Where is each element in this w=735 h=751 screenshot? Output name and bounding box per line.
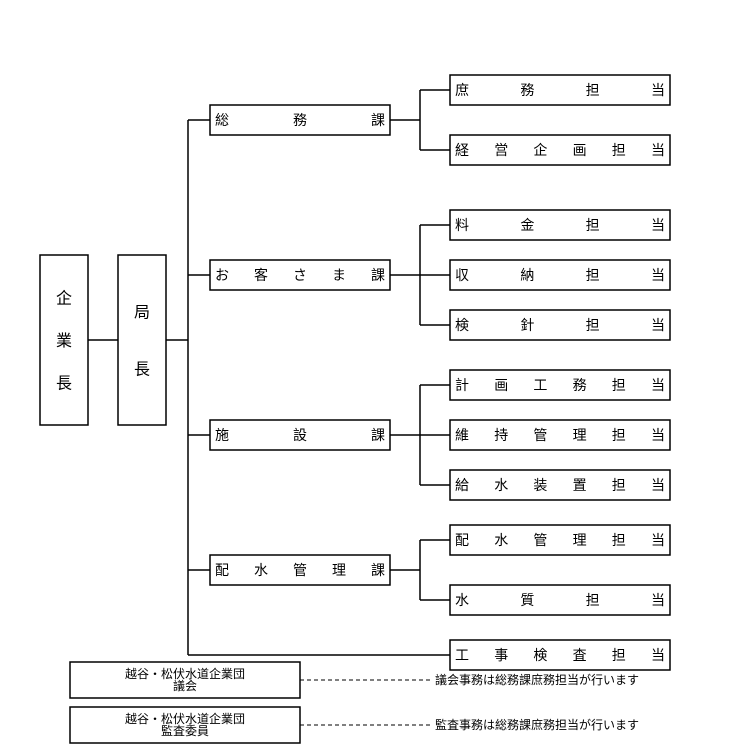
dept3-label: 施 [215, 427, 229, 443]
t8-label: 装 [533, 477, 547, 493]
t11-box [450, 640, 670, 670]
chief-label: 長 [134, 360, 150, 378]
t6-label: 画 [494, 377, 508, 393]
t9-label: 担 [612, 532, 626, 548]
dept4-label: 配 [215, 562, 229, 578]
dept2-label: 客 [254, 267, 268, 283]
t5-label: 担 [586, 317, 600, 333]
chief-label: 局 [134, 305, 150, 322]
t2-label: 担 [612, 142, 626, 158]
root-label: 長 [56, 375, 72, 393]
dept2-label: お [215, 267, 229, 283]
t8-label: 給 [455, 477, 469, 493]
t1-label: 庶 [455, 82, 469, 98]
t8-label: 当 [651, 477, 665, 493]
t9-label: 管 [533, 532, 547, 548]
t3-label: 当 [651, 217, 665, 233]
t11-label: 査 [573, 647, 587, 663]
t2-label: 経 [455, 142, 469, 158]
chief-box [118, 255, 166, 425]
dept1-label: 総 [215, 112, 229, 128]
t5-label: 当 [651, 317, 665, 333]
t3-label: 金 [520, 217, 534, 233]
footer-note-0: 議会事務は総務課庶務担当が行います [435, 672, 639, 687]
t6-label: 工 [533, 377, 547, 393]
t11-label: 当 [651, 647, 665, 663]
dept4-label: 理 [332, 562, 346, 578]
t10-label: 当 [651, 592, 665, 608]
t9-label: 水 [494, 532, 508, 548]
t8-label: 置 [573, 477, 587, 493]
t4-label: 収 [455, 267, 469, 283]
dept3-label: 課 [371, 427, 385, 443]
t5-label: 検 [455, 317, 469, 333]
t6-label: 計 [455, 377, 469, 393]
dept2-label: 課 [371, 267, 385, 283]
t6-label: 担 [612, 377, 626, 393]
t9-box [450, 525, 670, 555]
t8-box [450, 470, 670, 500]
t6-box [450, 370, 670, 400]
t11-label: 工 [455, 647, 469, 663]
dept2-label: さ [293, 267, 307, 283]
t1-box [450, 75, 670, 105]
t4-label: 担 [586, 267, 600, 283]
t8-label: 水 [494, 477, 508, 493]
root-label: 企 [56, 290, 72, 308]
t3-label: 担 [586, 217, 600, 233]
root-label: 業 [56, 332, 72, 350]
dept4-label: 水 [254, 562, 268, 578]
t7-box [450, 420, 670, 450]
org-chart: 企業長局長総務課お客さま課施設課配水管理課庶務担当経営企画担当料金担当収納担当検… [0, 0, 735, 751]
dept1-label: 務 [293, 112, 307, 128]
t10-label: 質 [520, 592, 534, 608]
t9-label: 当 [651, 532, 665, 548]
t2-label: 画 [573, 142, 587, 158]
t9-label: 理 [573, 532, 587, 548]
t10-box [450, 585, 670, 615]
t11-label: 事 [494, 647, 508, 663]
t6-label: 当 [651, 377, 665, 393]
dept2-label: ま [332, 267, 346, 283]
t7-label: 理 [573, 427, 587, 443]
t7-label: 持 [494, 427, 508, 443]
footer-box-1-line1: 監査委員 [161, 723, 209, 738]
t5-box [450, 310, 670, 340]
t4-label: 当 [651, 267, 665, 283]
t4-label: 納 [520, 267, 534, 283]
t7-label: 管 [533, 427, 547, 443]
t11-label: 検 [533, 647, 547, 663]
t3-label: 料 [455, 217, 469, 233]
t2-label: 企 [533, 142, 547, 158]
t7-label: 維 [455, 427, 469, 443]
t2-box [450, 135, 670, 165]
t3-box [450, 210, 670, 240]
t1-label: 務 [520, 82, 534, 98]
t1-label: 担 [586, 82, 600, 98]
t10-label: 担 [586, 592, 600, 608]
t7-label: 担 [612, 427, 626, 443]
dept3-label: 設 [293, 427, 307, 443]
t2-label: 営 [494, 142, 508, 158]
t10-label: 水 [455, 592, 469, 608]
footer-box-0-line1: 議会 [173, 679, 197, 693]
t9-label: 配 [455, 532, 469, 548]
dept4-label: 課 [371, 562, 385, 578]
footer-note-1: 監査事務は総務課庶務担当が行います [435, 717, 639, 732]
dept4-label: 管 [293, 562, 307, 578]
t6-label: 務 [573, 377, 587, 393]
t5-label: 針 [520, 317, 534, 333]
t7-label: 当 [651, 427, 665, 443]
t2-label: 当 [651, 142, 665, 158]
dept1-label: 課 [371, 112, 385, 128]
t4-box [450, 260, 670, 290]
t1-label: 当 [651, 82, 665, 98]
t8-label: 担 [612, 477, 626, 493]
t11-label: 担 [612, 647, 626, 663]
